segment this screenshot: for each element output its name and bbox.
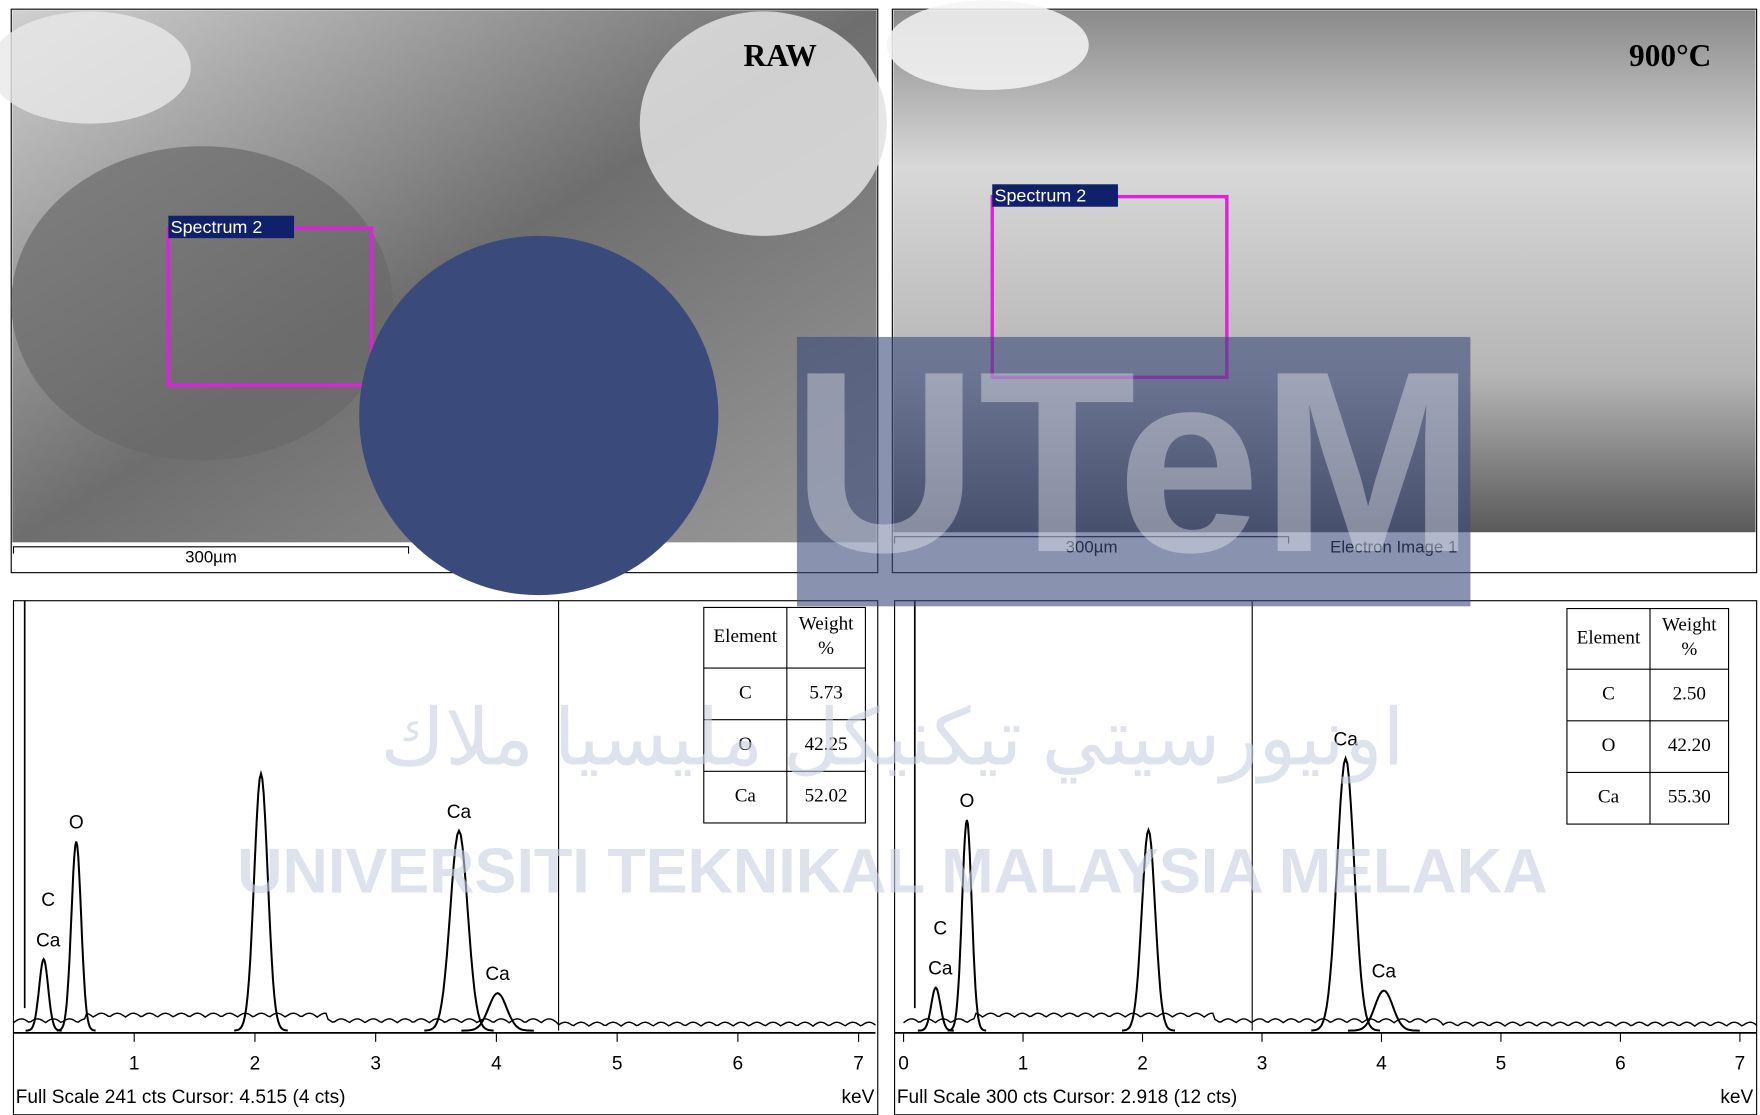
spectrum-peak [1348,991,1420,1031]
peak-label: Ca [928,959,953,980]
peak-label: O [69,813,84,834]
spectrum-peak [57,841,96,1030]
x-tick-label: 4 [491,1053,502,1074]
x-tick-label: 1 [129,1053,140,1074]
x-tick-label: 5 [612,1053,623,1074]
status-text: Full Scale 300 cts Cursor: 2.918 (12 cts… [897,1087,1237,1108]
peak-label: Ca [485,964,510,985]
x-tick-label: 7 [1735,1053,1746,1074]
watermark-arabic: اونيورسيتي تيكنيكل مليسيا ملاك [380,695,1404,785]
table-cell: O [1602,735,1616,756]
table-cell: C [1602,683,1615,704]
table-cell: 55.30 [1668,787,1711,808]
image-label: RAW [743,38,816,73]
watermark-logo: UTeM [792,317,1476,606]
peak-label: C [41,890,55,911]
particle [11,146,393,460]
x-tick-label: 6 [1615,1053,1626,1074]
unit-label: keV [1720,1087,1753,1108]
table-cell: 2.50 [1673,683,1706,704]
spectrum-tag: Spectrum 2 [171,217,263,237]
scale-label: 300µm [185,548,237,567]
x-tick-label: 5 [1496,1053,1507,1074]
table-header: Element [714,626,778,647]
watermark-text: UNIVERSITI TEKNIKAL MALAYSIA MELAKA [237,836,1547,906]
spectrum-baseline [13,1013,875,1026]
x-tick-label: 3 [1257,1053,1268,1074]
x-tick-label: 0 [898,1053,909,1074]
unit-label: keV [842,1087,875,1108]
figure: RAWSpectrum 2300µmElectron Image 1900°CS… [0,0,1760,1115]
status-text: Full Scale 241 cts Cursor: 4.515 (4 cts) [16,1087,346,1108]
spectrum-tag: Spectrum 2 [994,185,1086,205]
peak-label: Ca [36,930,61,951]
table-cell: 42.20 [1668,735,1711,756]
peak-label: O [959,791,974,812]
x-tick-label: 2 [250,1053,261,1074]
peak-label: Ca [1372,962,1397,983]
x-tick-label: 6 [733,1053,744,1074]
x-tick-label: 2 [1137,1053,1148,1074]
table-cell: Ca [1598,787,1620,808]
particle [887,0,1089,90]
x-tick-label: 1 [1018,1053,1029,1074]
spectrum-peak [461,993,534,1030]
table-cell: 52.02 [805,786,848,807]
spectrum-baseline [904,1013,1757,1026]
image-label: 900°C [1629,38,1711,73]
watermark-seal [359,236,718,595]
table-cell: Ca [735,786,757,807]
spectrum-peak [918,988,954,1031]
x-tick-label: 4 [1376,1053,1387,1074]
table-header: Element [1577,627,1641,648]
x-tick-label: 7 [853,1053,864,1074]
x-tick-label: 3 [370,1053,381,1074]
peak-label: C [933,918,947,939]
peak-label: Ca [447,802,472,823]
